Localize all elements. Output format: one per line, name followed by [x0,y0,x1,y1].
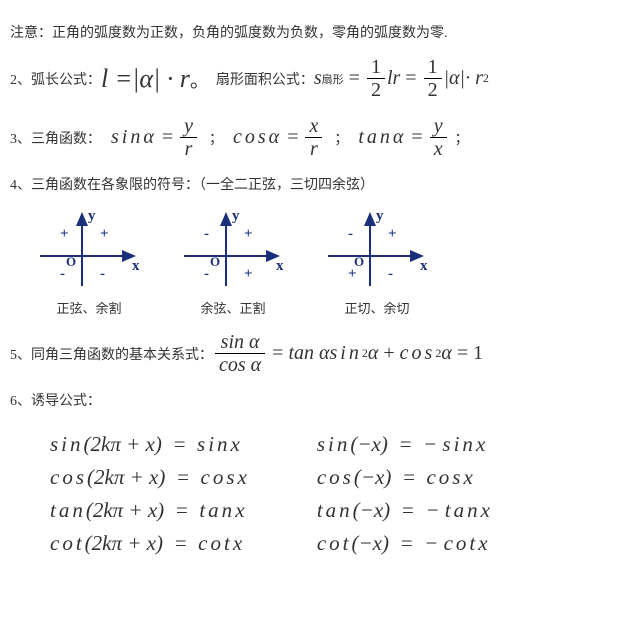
sector-area-formula: s 扇形 = 1 2 lr = 1 2 |α| · r 2 [314,56,489,101]
svg-text:y: y [88,208,96,224]
quadrant-diagram-1: y x O - + - + 余弦、正割 [178,208,288,317]
half-1: 1 2 [367,56,385,101]
svg-text:-: - [388,266,393,282]
pythagorean-identity: sin 2 α + cos 2 α = 1 [330,342,484,365]
induction-left-col: sin(2kπ + x) = sinx cos(2kπ + x) = cosx ta… [50,424,247,564]
note-line: 注意：正角的弧度数为正数，负角的弧度数为负数，零角的弧度数为零. [10,22,630,42]
item-4: 4、三角函数在各象限的符号：（一全二正弦，三切四余弦） [10,174,630,194]
diagram-caption: 正弦、余割 [56,298,121,317]
induction-row: tan(−x) = − tanx [317,498,490,523]
svg-text:-: - [348,226,353,242]
item-2: 2、弧长公式： l = |α| · r 。 扇形面积公式： s 扇形 = 1 2… [10,56,630,101]
period: 。 [190,64,210,93]
note-text: 注意：正角的弧度数为正数，负角的弧度数为负数，零角的弧度数为零. [10,22,448,42]
induction-row: cot(2kπ + x) = cotx [50,531,247,556]
item-3-label: 3、三角函数： [10,128,101,148]
sector-eq2: = [400,67,421,90]
cos-def: cosα = x r [233,115,324,160]
svg-text:x: x [276,258,284,274]
induction-row: tan(2kπ + x) = tanx [50,498,247,523]
svg-text:x: x [420,258,428,274]
quadrant-svg: y x O - + + - [322,208,432,290]
sector-eq1: = [344,67,365,90]
diagram-caption: 正切、余切 [344,298,409,317]
sector-dot-r2: · r [465,67,483,90]
half-2: 1 2 [424,56,442,101]
item-2-label: 2、弧长公式： [10,69,101,89]
induction-right-col: sin(−x) = − sinx cos(−x) = cosx tan(−x) = … [317,424,490,564]
quadrant-svg: y x O + + - - [34,208,144,290]
svg-text:+: + [244,226,253,242]
sector-lr: lr [387,67,400,90]
arc-alpha-abs: |α| [132,64,160,94]
svg-text:y: y [232,208,240,224]
svg-text:O: O [210,254,220,269]
svg-text:+: + [388,226,397,242]
svg-text:-: - [204,266,209,282]
svg-text:+: + [244,266,253,282]
item-6-text: 6、诱导公式： [10,390,101,410]
svg-text:x: x [132,258,140,274]
induction-row: sin(2kπ + x) = sinx [50,432,247,457]
item-4-text: 4、三角函数在各象限的符号：（一全二正弦，三切四余弦） [10,174,374,194]
induction-row: sin(−x) = − sinx [317,432,490,457]
quadrant-diagram-0: y x O + + - - 正弦、余割 [34,208,144,317]
induction-row: cos(2kπ + x) = cosx [50,465,247,490]
svg-text:+: + [100,226,109,242]
svg-text:+: + [348,266,357,282]
svg-text:+: + [60,226,69,242]
sector-alpha: |α| [444,67,466,90]
page: 注意：正角的弧度数为正数，负角的弧度数为负数，零角的弧度数为零. 2、弧长公式：… [0,0,640,584]
sector-sub: 扇形 [322,71,344,87]
svg-text:y: y [376,208,384,224]
item-5: 5、同角三角函数的基本关系式： sin α cos α = tan α sin … [10,331,630,376]
svg-text:-: - [60,266,65,282]
induction-row: cot(−x) = − cotx [317,531,490,556]
diagram-caption: 余弦、正割 [200,298,265,317]
item-3: 3、三角函数： sinα = y r ； cosα = x r ； tanα = [10,115,630,160]
sin-def: sinα = y r [111,115,199,160]
sector-label: 扇形面积公式： [216,69,314,89]
induction-row: cos(−x) = cosx [317,465,490,490]
tan-identity: sin α cos α = tan α [213,331,330,376]
sector-sq: 2 [483,71,489,86]
arc-length-formula: l = |α| · r [101,64,190,94]
quadrant-diagrams: y x O + + - - 正弦、余割 y x O - + - + 余 [34,208,630,317]
svg-text:-: - [204,226,209,242]
arc-l-eq: l = [101,64,132,94]
svg-text:O: O [66,254,76,269]
sector-s: s [314,67,322,90]
item-6: 6、诱导公式： [10,390,630,410]
item-5-label: 5、同角三角函数的基本关系式： [10,344,213,364]
induction-formulas: sin(2kπ + x) = sinx cos(2kπ + x) = cosx ta… [50,424,630,564]
tan-def: tanα = y x [358,115,448,160]
svg-text:-: - [100,266,105,282]
quadrant-svg: y x O - + - + [178,208,288,290]
quadrant-diagram-2: y x O - + + - 正切、余切 [322,208,432,317]
arc-dot-r: · r [160,64,190,94]
